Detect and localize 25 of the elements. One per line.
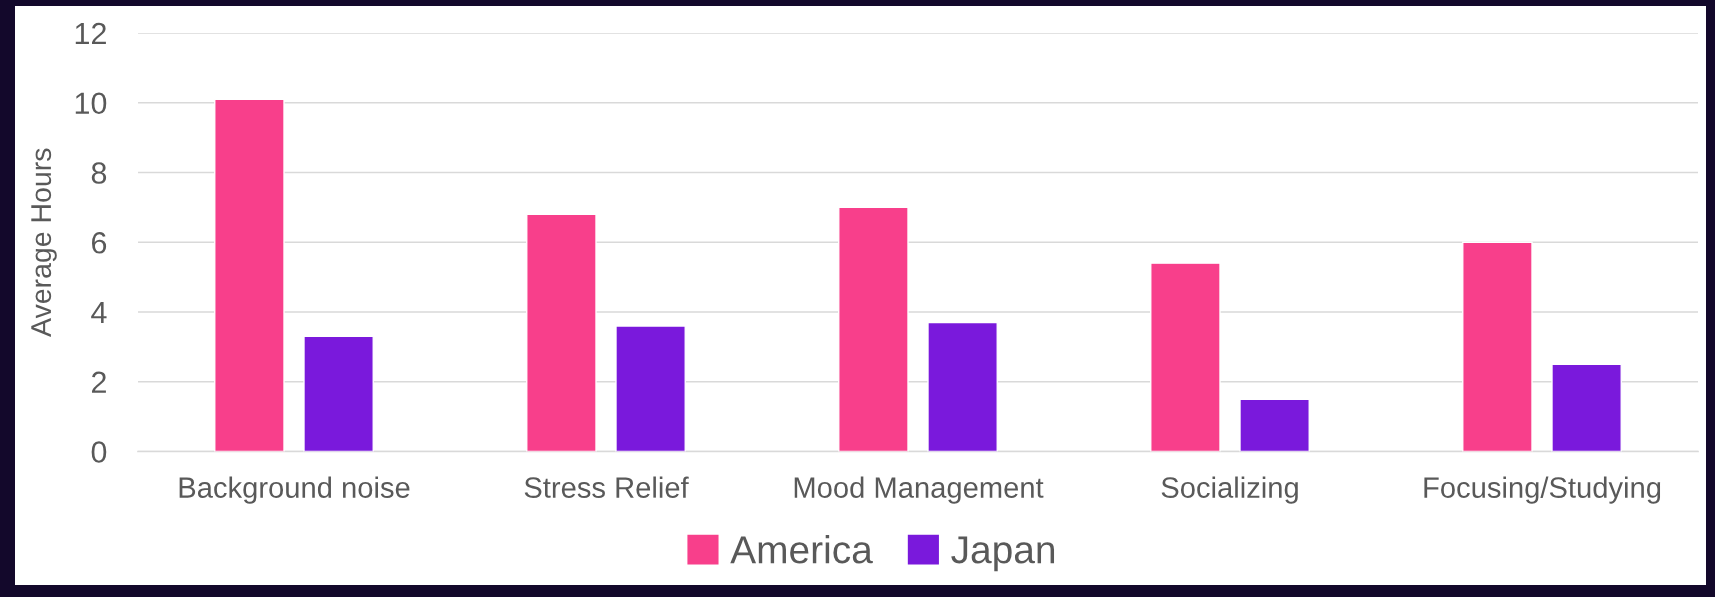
x-tick-label: Mood Management	[794, 476, 1044, 504]
bar	[1150, 262, 1221, 452]
bar	[1551, 363, 1622, 452]
bar	[838, 206, 909, 452]
x-tick-label: Socializing	[1161, 476, 1298, 504]
y-tick-label: 2	[91, 371, 106, 393]
y-tick-label: 12	[75, 22, 106, 45]
bar	[1462, 241, 1533, 452]
bar	[927, 321, 998, 452]
bar	[303, 335, 374, 452]
y-tick-label: 10	[75, 92, 107, 115]
bar	[214, 98, 285, 452]
legend-label: America	[730, 534, 873, 564]
y-tick-label: 4	[91, 302, 107, 324]
y-tick-label: 6	[92, 231, 107, 254]
bar	[1239, 398, 1310, 452]
y-tick-label: 8	[91, 162, 107, 184]
bar	[526, 213, 597, 452]
y-tick-label: 0	[91, 441, 107, 463]
x-tick-label: Focusing/Studying	[1424, 476, 1661, 504]
legend-label: Japan	[951, 536, 1055, 572]
y-axis-title: Average Hours	[31, 148, 57, 337]
bar	[615, 325, 686, 452]
x-tick-label: Background noise	[179, 476, 410, 504]
x-tick-label: Stress Relief	[524, 476, 689, 498]
